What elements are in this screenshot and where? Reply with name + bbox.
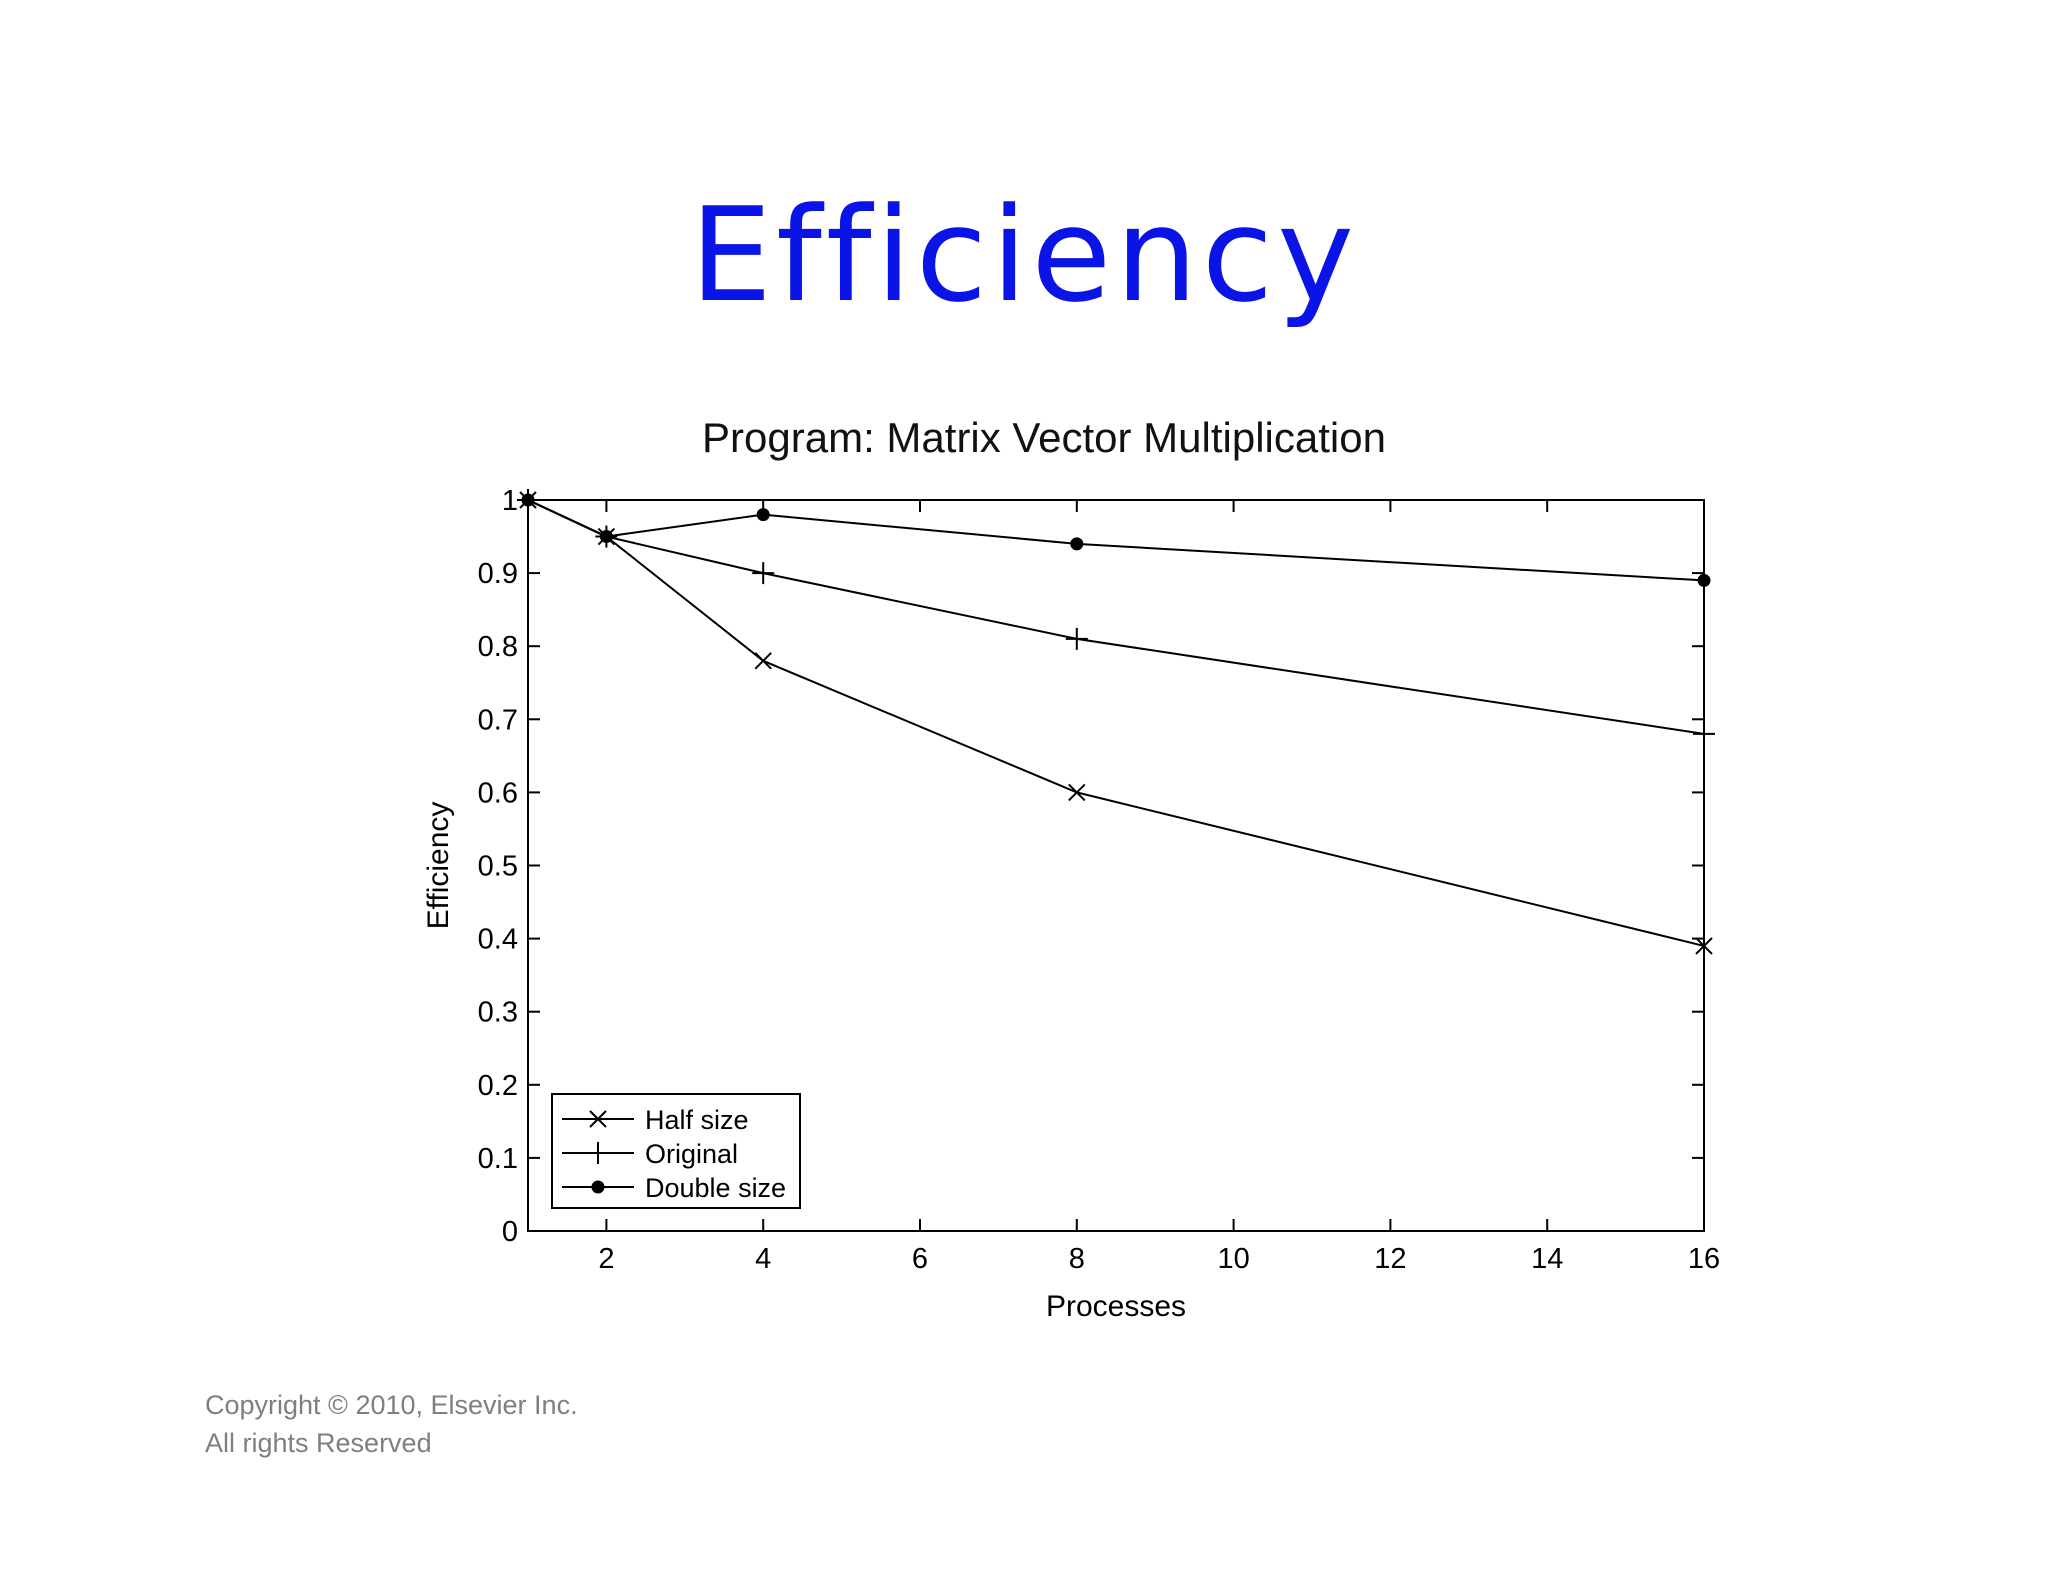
y-tick-label: 0.3	[478, 997, 518, 1029]
slide-title: Efficiency	[689, 179, 1359, 331]
x-tick-label: 6	[912, 1243, 928, 1275]
series-line-original	[527, 499, 1705, 735]
data-point-double-size	[1070, 537, 1084, 551]
x-tick-label: 8	[1069, 1243, 1085, 1275]
legend-label-double-size: Double size	[645, 1173, 786, 1203]
y-tick-label: 0.7	[478, 704, 518, 736]
y-tick-label: 0.2	[478, 1070, 518, 1102]
copyright-line: Copyright © 2010, Elsevier Inc.	[205, 1390, 578, 1420]
data-point-half-size	[1068, 783, 1086, 802]
chart-title: Program: Matrix Vector Multiplication	[702, 414, 1386, 461]
legend-marker-half-size	[589, 1110, 607, 1128]
y-tick-label: 1	[502, 485, 518, 517]
legend-marker-double-size	[591, 1180, 605, 1194]
data-point-double-size	[599, 530, 613, 544]
legend-label-original: Original	[645, 1139, 738, 1169]
x-axis-label: Processes	[1046, 1290, 1186, 1323]
rights-line: All rights Reserved	[205, 1428, 432, 1458]
x-tick-label: 16	[1688, 1243, 1720, 1275]
x-tick-label: 14	[1531, 1243, 1563, 1275]
series-line-double-size	[527, 499, 1705, 582]
y-tick-label: 0.1	[478, 1143, 518, 1175]
y-tick-label: 0.4	[478, 924, 518, 956]
data-point-double-size	[1697, 573, 1711, 587]
data-point-half-size	[1695, 937, 1713, 955]
data-point-half-size	[754, 652, 772, 670]
data-point-double-size	[756, 508, 770, 522]
data-point-double-size	[521, 493, 535, 507]
y-tick-label: 0.5	[478, 851, 518, 883]
y-tick-label: 0.6	[478, 777, 518, 809]
legend-label-half-size: Half size	[645, 1105, 749, 1135]
y-tick-label: 0.8	[478, 631, 518, 663]
x-tick-label: 12	[1374, 1243, 1406, 1275]
x-tick-label: 10	[1217, 1243, 1249, 1275]
copyright-footer: Copyright © 2010, Elsevier Inc. All righ…	[205, 1386, 578, 1462]
y-tick-label: 0.9	[478, 558, 518, 590]
series-line-half-size	[527, 499, 1705, 947]
y-axis-label: Efficiency	[422, 802, 455, 930]
x-tick-label: 2	[598, 1243, 614, 1275]
y-tick-label: 0	[502, 1216, 518, 1248]
x-tick-label: 4	[755, 1243, 771, 1275]
